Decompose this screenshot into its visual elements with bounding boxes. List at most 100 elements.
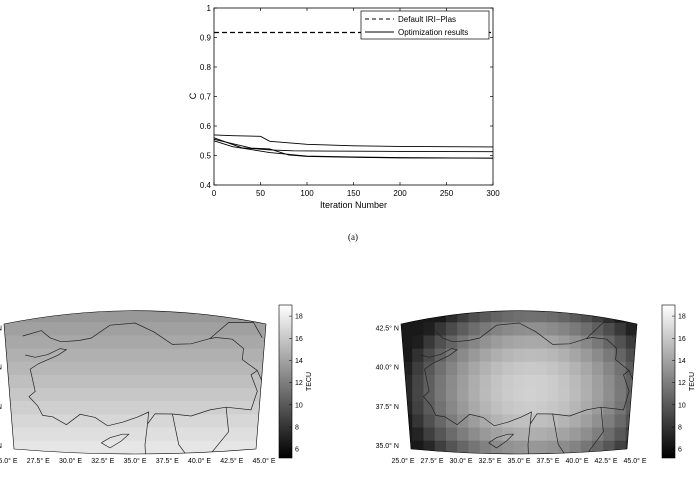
tec-cell — [253, 310, 266, 323]
tec-cell — [191, 361, 205, 376]
tec-cell — [41, 401, 55, 415]
tec-cell — [241, 427, 255, 442]
y-axis-label: C — [188, 92, 198, 99]
tec-cell — [603, 374, 616, 389]
tec-cell — [457, 427, 469, 442]
colorbar-tick-label: 6 — [295, 447, 299, 454]
tec-cell — [423, 310, 436, 323]
y-tick-label: 0.8 — [200, 63, 212, 72]
tec-cell — [229, 296, 242, 310]
colorbar-tick-label: 8 — [295, 425, 299, 432]
tec-cell — [513, 427, 526, 442]
tec-cell — [401, 414, 413, 429]
tec-cell — [103, 414, 117, 429]
tec-cell — [457, 296, 469, 310]
coastline-path — [22, 322, 217, 345]
tec-cell — [558, 388, 571, 402]
tec-cell — [216, 388, 230, 402]
lon-label: 25.0° E — [391, 457, 414, 465]
tec-cell — [423, 427, 436, 442]
tec-cell — [412, 310, 424, 323]
tec-cell — [91, 361, 105, 376]
tec-cell — [116, 440, 130, 454]
tec-cell — [4, 322, 18, 337]
tec-cell — [141, 361, 155, 376]
tec-cell — [502, 322, 514, 337]
tec-cell — [457, 310, 469, 323]
tec-cell — [524, 348, 537, 363]
tec-cell — [204, 296, 217, 310]
tec-cell — [502, 440, 514, 454]
colorbar-tick-label: 12 — [295, 380, 303, 387]
tec-cell — [166, 310, 180, 323]
tec-cell — [614, 374, 627, 389]
tec-cell — [166, 374, 180, 389]
tec-cell — [592, 414, 604, 429]
coastline-path — [101, 433, 130, 449]
tec-cell — [468, 374, 481, 389]
tec-cell — [558, 414, 571, 429]
tec-cell — [569, 348, 582, 363]
tec-cell — [625, 322, 637, 337]
tec-cell — [66, 296, 79, 310]
y-tick-label: 0.7 — [200, 93, 212, 102]
x-axis-label: Iteration Number — [320, 200, 387, 210]
x-tick-label: 300 — [486, 189, 500, 198]
tec-cell — [547, 440, 559, 454]
tec-cell — [216, 348, 230, 363]
tec-cell — [625, 401, 637, 415]
lat-label: 40.0° N — [376, 364, 399, 372]
tec-cell — [241, 401, 255, 415]
tec-cell — [603, 388, 616, 402]
lon-label: 42.5° E — [594, 457, 617, 465]
colorbar-tick-label: 16 — [295, 336, 303, 343]
tec-cell — [103, 361, 117, 376]
tec-cell — [228, 414, 242, 429]
tec-cell — [569, 440, 582, 454]
tec-cell — [203, 348, 217, 363]
tec-cell — [203, 335, 217, 350]
tec-cell — [128, 414, 142, 429]
tec-cell — [580, 374, 593, 389]
tec-cell — [153, 348, 167, 363]
map-frame — [3, 310, 267, 455]
tec-grid — [401, 296, 637, 454]
tec-cell — [228, 322, 242, 337]
tec-cell — [569, 361, 582, 376]
tec-cell — [457, 348, 469, 363]
tec-cell — [535, 335, 548, 350]
lat-label: 35.0° N — [376, 442, 399, 450]
tec-cell — [446, 361, 458, 376]
tec-cell — [153, 335, 167, 350]
tec-cell — [53, 335, 67, 350]
tec-cell — [216, 374, 230, 389]
tec-cell — [502, 361, 514, 376]
series-line-4 — [213, 140, 494, 159]
colorbar-label: TECU — [689, 372, 696, 391]
panel-caption: (a) — [348, 232, 358, 242]
tec-cell — [490, 374, 503, 389]
tec-cell — [490, 310, 503, 323]
tec-cell — [401, 296, 413, 310]
tec-cell — [153, 388, 167, 402]
tec-cell — [4, 335, 18, 350]
colorbar-tick-label: 10 — [678, 402, 686, 409]
tec-cell — [216, 427, 230, 442]
tec-cell — [513, 361, 526, 376]
tec-cell — [178, 440, 192, 454]
lat-label: 42.5° N — [0, 324, 2, 332]
tec-cell — [434, 335, 447, 350]
tec-cell — [91, 322, 105, 337]
tec-cell — [412, 361, 424, 376]
tec-cell — [241, 348, 255, 363]
tec-cell — [41, 296, 54, 310]
tec-cell — [558, 374, 571, 389]
tec-cell — [128, 388, 142, 402]
tec-cell — [547, 374, 559, 389]
tec-cell — [78, 440, 92, 454]
tec-cell — [216, 296, 229, 310]
tec-cell — [241, 335, 255, 350]
lat-label: 35.0° N — [0, 442, 2, 450]
coastline-path — [420, 348, 532, 427]
tec-cell — [16, 361, 30, 376]
